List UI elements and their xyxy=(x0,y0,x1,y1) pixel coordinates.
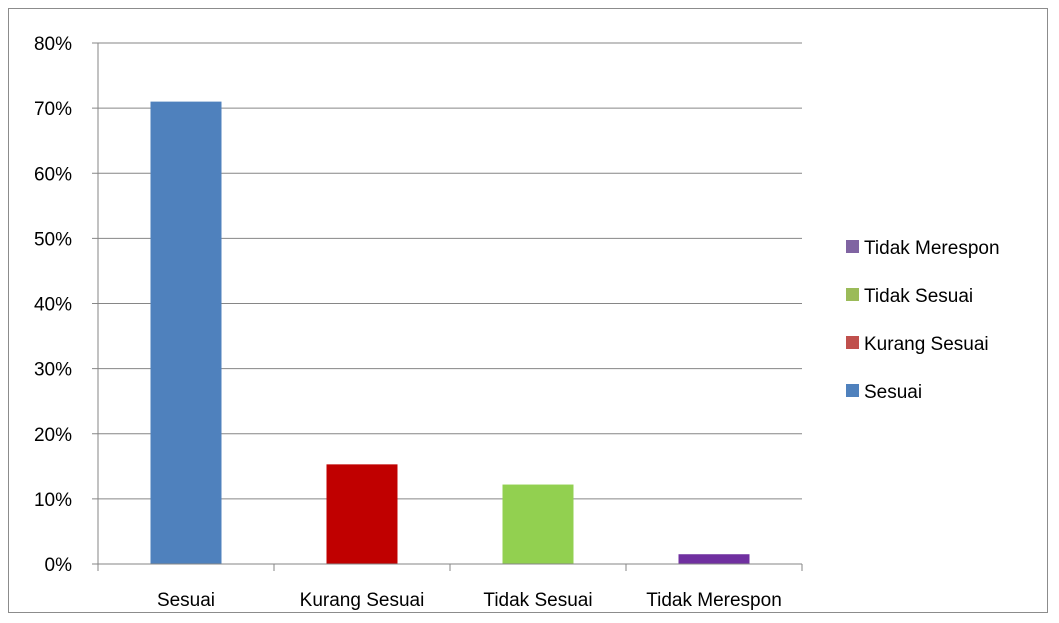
x-axis xyxy=(97,563,803,571)
y-tick-label: 40% xyxy=(34,295,72,316)
legend-swatch xyxy=(846,240,859,253)
y-tick-label: 70% xyxy=(34,99,72,120)
y-tick-label: 20% xyxy=(34,425,72,446)
legend-swatch xyxy=(846,384,859,397)
y-tick-label: 30% xyxy=(34,360,72,381)
y-tick-label: 80% xyxy=(34,34,72,55)
legend-label: Tidak Merespon xyxy=(864,238,1000,259)
legend-swatch xyxy=(846,336,859,349)
y-axis-ticks: 0% 10% 20% 30% 40% 50% 60% 70% 80% xyxy=(34,34,72,576)
bars xyxy=(150,101,750,565)
x-tick-label: Sesuai xyxy=(157,590,215,611)
legend-label: Kurang Sesuai xyxy=(864,334,989,355)
bar-tidak-sesuai xyxy=(502,484,574,564)
x-tick-label: Tidak Merespon xyxy=(646,590,782,611)
bar-tidak-merespon xyxy=(678,554,750,564)
x-axis-ticks: Sesuai Kurang Sesuai Tidak Sesuai Tidak Mer… xyxy=(157,590,782,611)
y-tick-label: 0% xyxy=(45,555,73,576)
bar-sesuai xyxy=(150,101,222,565)
bar-kurang-sesuai xyxy=(326,464,398,564)
y-tick-label: 50% xyxy=(34,229,72,250)
y-tick-label: 10% xyxy=(34,490,72,511)
legend-swatch xyxy=(846,288,859,301)
x-tick-label: Kurang Sesuai xyxy=(300,590,425,611)
x-tick-label: Tidak Sesuai xyxy=(483,590,592,611)
legend-label: Sesuai xyxy=(864,382,922,403)
legend-label: Tidak Sesuai xyxy=(864,286,973,307)
y-tick-label: 60% xyxy=(34,164,72,185)
legend: Tidak Merespon Tidak Sesuai Kurang Sesuai S… xyxy=(846,238,1000,403)
